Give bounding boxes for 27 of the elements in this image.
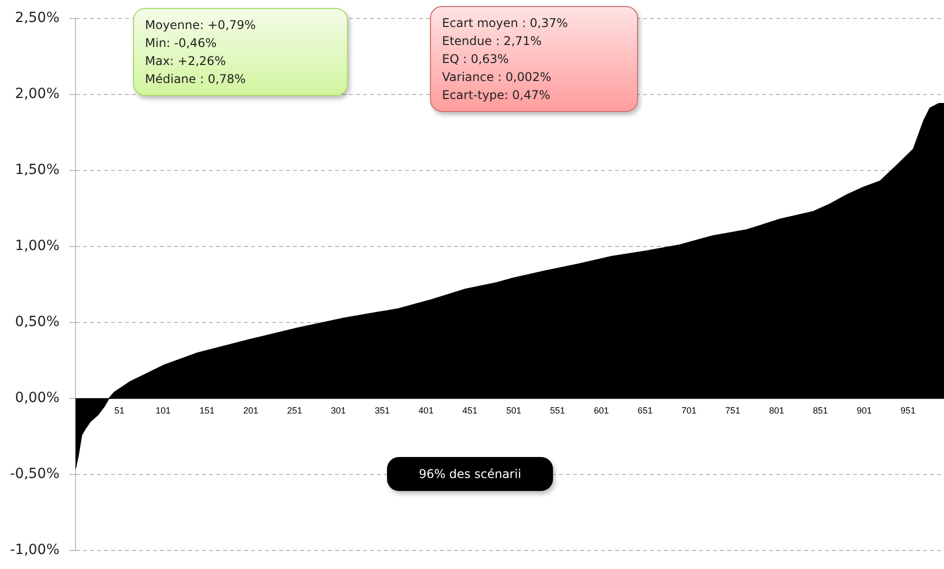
x-tick-label: 651 (638, 405, 653, 416)
x-tick-label: 51 (114, 405, 124, 416)
y-tick-label: 1,50% (15, 162, 60, 178)
y-tick-label: -1,00% (10, 542, 60, 558)
x-tick-label: 701 (681, 405, 696, 416)
x-tick-label: 551 (550, 405, 566, 416)
y-tick-label: 2,00% (15, 86, 60, 102)
y-tick-label: -0,50% (10, 466, 60, 482)
x-tick-label: 851 (812, 405, 828, 416)
x-tick-label: 401 (418, 405, 434, 416)
x-tick-label: 151 (199, 405, 214, 416)
x-tick-label: 501 (506, 405, 522, 416)
y-tick-label: 0,50% (15, 314, 60, 330)
y-tick-label: 2,50% (15, 10, 60, 26)
x-tick-label: 451 (462, 405, 478, 416)
y-tick-label: 1,00% (15, 238, 60, 254)
x-tick-label: 901 (856, 405, 872, 416)
x-tick-label: 301 (330, 405, 346, 416)
x-tick-label: 251 (287, 405, 302, 416)
x-tick-label: 751 (725, 405, 740, 416)
x-tick-label: 201 (243, 405, 258, 416)
x-tick-label: 351 (374, 405, 390, 416)
x-tick-label: 951 (900, 405, 916, 416)
y-tick-label: 0,00% (15, 390, 60, 406)
x-tick-label: 601 (594, 405, 609, 416)
x-tick-label: 801 (769, 405, 784, 416)
x-tick-label: 101 (156, 405, 171, 416)
